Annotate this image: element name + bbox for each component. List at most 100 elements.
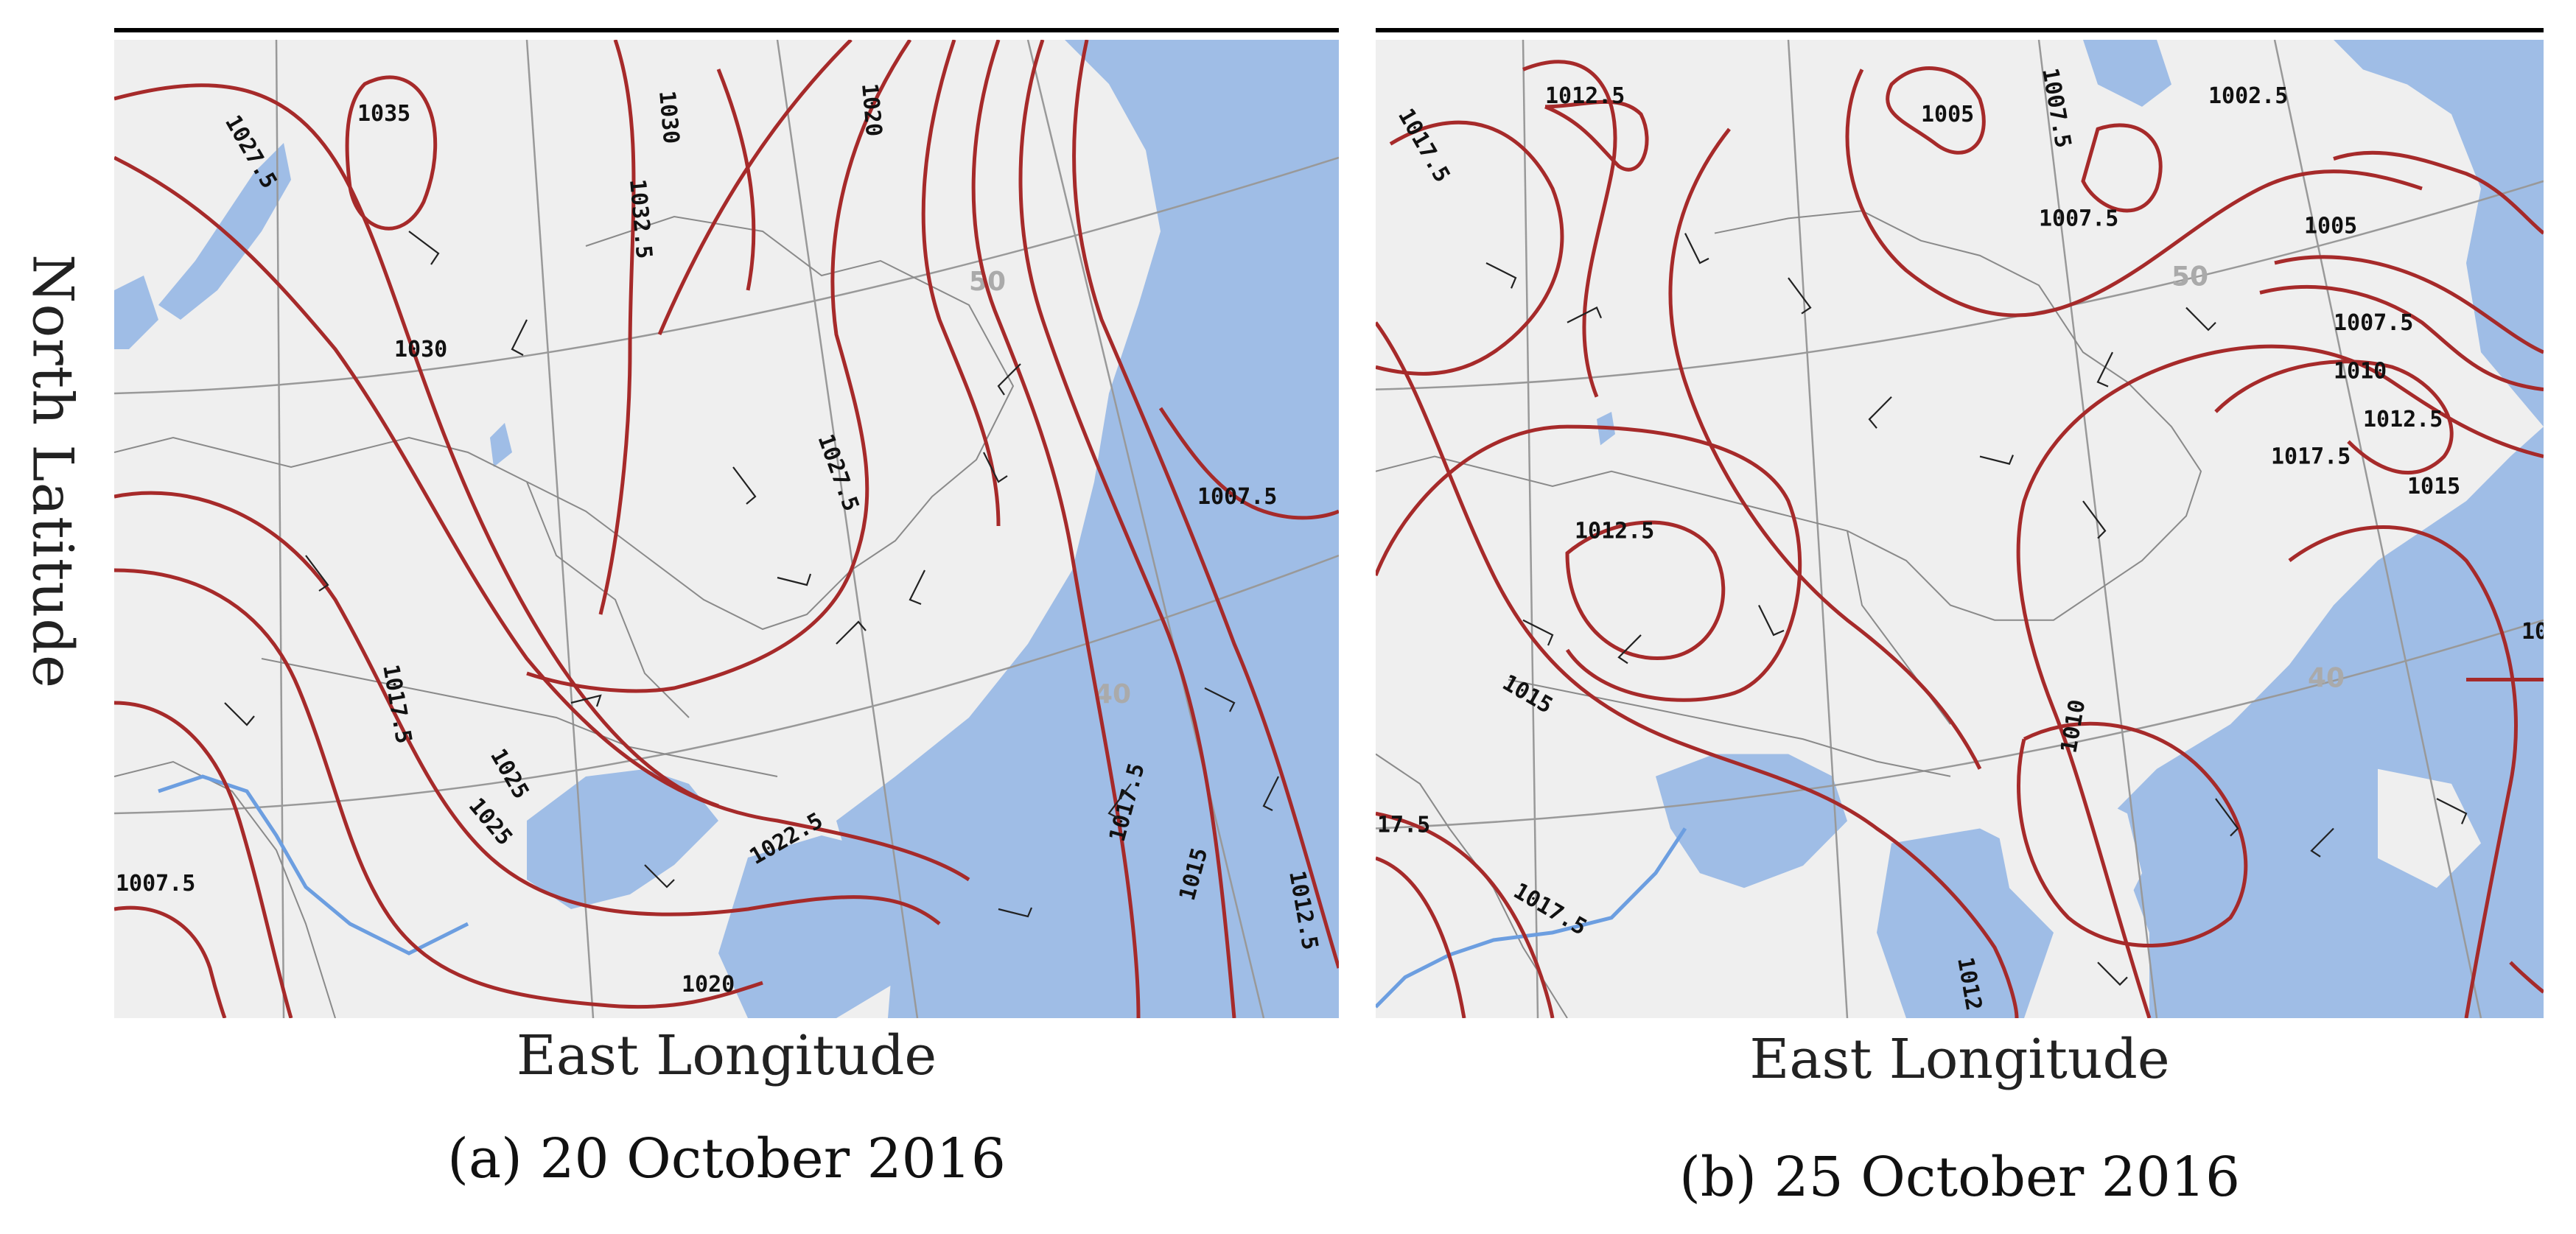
isobar-label-b-5: 1002.5	[2208, 83, 2288, 109]
isobar-b-18	[2017, 721, 2248, 947]
isobar-label-a-16: 1007.5	[1197, 484, 1277, 510]
isobar-b-14	[2259, 284, 2544, 392]
isobar-b-2	[1522, 60, 1617, 398]
isobar-label-b-16: 17.5	[1377, 812, 1430, 838]
isobar-label-a-2: 1035	[357, 101, 410, 127]
x-axis-label-b: East Longitude	[1749, 1028, 2170, 1091]
isobar-label-a-7: 1020	[856, 83, 886, 138]
isobar-label-b-12: 1015	[2407, 474, 2460, 499]
isobar-label-a-12: 1020	[682, 972, 735, 998]
bohai-sea-a	[527, 769, 718, 909]
isobar-a-8	[971, 40, 1141, 1018]
isobar-label-b-1: 1017.5	[1393, 104, 1455, 186]
isobar-label-b-4: 1007.5	[2037, 66, 2076, 150]
isobar-b-15	[2214, 360, 2454, 475]
isobar-a-2	[345, 75, 438, 231]
sea-east-a	[836, 40, 1339, 1018]
isobar-b-6	[1845, 69, 2423, 318]
isobar-a-11	[114, 155, 970, 882]
isobar-b-7	[1668, 127, 1982, 770]
isobar-label-a-6: 1025	[485, 745, 533, 804]
province-border-3-b	[1847, 530, 1951, 725]
isobar-b-4	[1886, 66, 1986, 155]
panel-caption-b: (b) 25 October 2016	[1679, 1146, 2241, 1209]
isobar-b-1	[1376, 120, 1564, 376]
province-border-a	[261, 658, 778, 777]
isobar-label-b-15: 1010	[2057, 698, 2091, 755]
y-axis-label: North Latitude	[20, 254, 86, 689]
isobar-b-13	[2016, 344, 2544, 1018]
weather-map-a-svg: 50 40 1027.5	[114, 40, 1339, 1018]
isobar-label-b-14: 1015	[1498, 670, 1557, 719]
isobar-label-b-3: 1005	[1921, 102, 1974, 127]
isobar-label-a-5: 1030	[394, 337, 447, 362]
isobar-label-b-6: 1007.5	[2039, 206, 2118, 231]
isobar-a-9	[1018, 40, 1236, 1018]
isobar-a-5	[657, 40, 853, 335]
isobar-label-b-19: 10	[2521, 619, 2544, 645]
sea-northeast-b	[2334, 40, 2544, 427]
wind-barbs-a	[224, 231, 1279, 918]
panel-b-top-rule	[1376, 28, 2544, 32]
isobar-a-15	[114, 905, 227, 1018]
isobar-b-9	[1565, 520, 1726, 660]
isobar-b-19	[2288, 525, 2518, 1018]
isobar-label-b-13: 1012.5	[1575, 518, 1654, 544]
x-axis-label-a: East Longitude	[516, 1024, 937, 1087]
panel-b: 50 40	[1376, 0, 2544, 1209]
longitude-line-1-a	[275, 40, 285, 1018]
isobar-label-a-10: 1025	[463, 793, 517, 851]
weather-map-a: 50 40 1027.5	[114, 40, 1339, 1018]
isobar-a-6	[526, 40, 912, 693]
isobar-b-16	[2274, 255, 2544, 354]
province-border-b	[1508, 679, 1951, 777]
province-border-2-b	[1376, 753, 1568, 1018]
isobar-label-b-2: 1012.5	[1545, 83, 1625, 109]
isobar-a-4	[716, 69, 756, 291]
panel-a: 50 40 1027.5	[114, 0, 1339, 1191]
latitude-line-40-b	[1376, 619, 2544, 830]
panel-a-top-rule	[114, 28, 1339, 32]
latitude-line-50-a	[114, 156, 1339, 395]
latitude-label-50-b: 50	[2171, 260, 2208, 292]
isobar-a-13	[114, 568, 763, 1009]
isobar-label-a-8: 1027.5	[812, 431, 864, 515]
longitude-line-1-b	[1522, 40, 1539, 1018]
isobar-b-8	[1376, 424, 1802, 702]
isobar-label-b-8: 1007.5	[2334, 310, 2413, 336]
isobar-a-14	[114, 701, 293, 1018]
isobar-b-5	[2081, 123, 2163, 213]
province-border-3-a	[526, 481, 690, 718]
isobar-label-a-9: 1017.5	[377, 662, 416, 746]
longitude-line-2-a	[525, 40, 595, 1018]
country-border-a	[114, 215, 1015, 631]
sea-north-b	[2083, 40, 2171, 107]
isobar-label-b-7: 1005	[2304, 213, 2357, 239]
isobar-b-11	[1376, 811, 1555, 1018]
isobar-label-a-4: 1032.5	[624, 178, 657, 260]
isobar-b-17	[2333, 150, 2544, 235]
isobar-label-b-10: 1012.5	[2363, 407, 2443, 432]
isobar-label-a-3: 1030	[654, 90, 684, 145]
isobar-b-12	[1376, 856, 1466, 1018]
province-border-2-a	[114, 760, 336, 1018]
island-land-2-b	[2378, 768, 2481, 888]
wind-barbs-b	[1485, 233, 2468, 986]
isobar-b-3	[1544, 99, 1649, 172]
lake-small-a	[490, 423, 512, 467]
longitude-line-2-b	[1787, 40, 1849, 1018]
isobar-label-a-17: 1007.5	[116, 871, 195, 897]
river-a	[158, 774, 469, 956]
isobar-b-21	[2509, 961, 2544, 994]
panel-caption-a: (a) 20 October 2016	[447, 1127, 1006, 1191]
river-b	[1376, 827, 1687, 1009]
longitude-line-3-a	[776, 40, 919, 1018]
yellow-sea-a	[718, 835, 910, 1018]
longitude-line-3-b	[2037, 40, 2158, 1018]
weather-map-b: 50 40	[1376, 40, 2544, 1018]
isobar-b-10	[1376, 321, 2019, 1018]
weather-map-b-svg: 50 40	[1376, 40, 2544, 1018]
lake-west-a	[114, 276, 158, 349]
isobar-a-10	[1072, 40, 1339, 969]
country-border-b	[1376, 210, 2202, 621]
